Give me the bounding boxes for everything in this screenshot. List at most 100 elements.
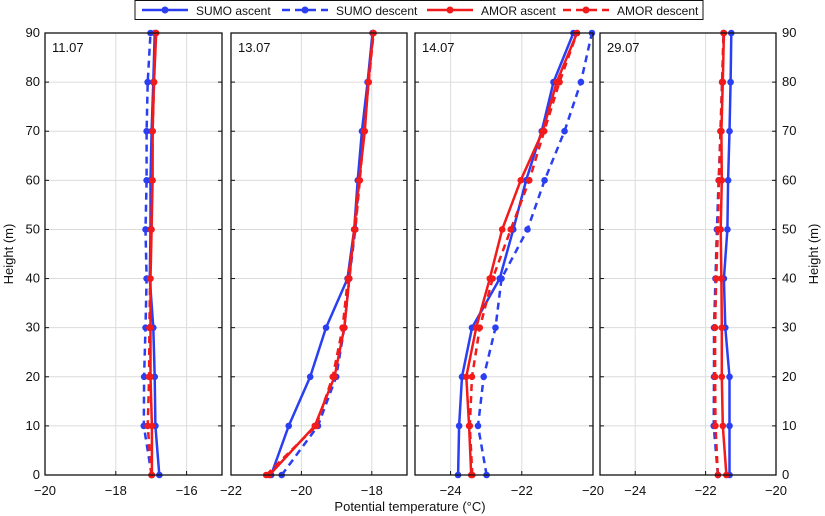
data-point xyxy=(711,324,719,331)
panel-date-label: 13.07 xyxy=(238,40,271,55)
data-point xyxy=(577,78,585,86)
data-point xyxy=(711,373,719,381)
data-point xyxy=(147,226,155,233)
data-point xyxy=(476,324,484,331)
legend-marker xyxy=(446,6,454,14)
series-line xyxy=(142,32,153,476)
legend-entry: AMOR descent xyxy=(563,4,699,18)
data-point xyxy=(718,324,726,331)
data-point xyxy=(726,373,733,381)
data-point xyxy=(146,275,154,282)
series-line xyxy=(476,32,594,476)
panel-29.07: −24 −22 −20 29.07 0 10 20 30 40 50 60 70 80 90 xyxy=(599,25,796,498)
series-sumo-ascent xyxy=(454,29,577,479)
legend-entry: SUMO ascent xyxy=(142,4,271,18)
y-tick-label: 80 xyxy=(782,74,796,89)
data-point xyxy=(507,226,515,233)
data-point xyxy=(712,275,720,282)
data-point xyxy=(339,324,346,331)
data-point xyxy=(474,422,482,430)
legend-entry: AMOR ascent xyxy=(427,4,556,18)
y-tick-label: 90 xyxy=(26,25,40,40)
data-point xyxy=(306,373,314,381)
data-point xyxy=(145,373,153,381)
data-point xyxy=(727,78,734,86)
legend-label: AMOR descent xyxy=(617,4,699,18)
legend: SUMO ascent SUMO descent AMOR ascent AMOR d… xyxy=(134,0,704,20)
legend-marker xyxy=(161,6,169,14)
x-tick-label: −22 xyxy=(220,483,242,498)
panel-11.07: −20 −18 −16 11.07 0 10 20 30 40 50 60 70 80 90 xyxy=(26,25,223,498)
series-sumo-descent xyxy=(278,29,377,479)
series-line xyxy=(456,32,575,476)
series-line xyxy=(465,32,579,476)
y-tick-label: 40 xyxy=(26,271,40,286)
data-point xyxy=(468,373,476,381)
data-point xyxy=(480,373,488,381)
data-point xyxy=(148,177,156,184)
data-point xyxy=(715,177,723,184)
x-tick-label: −16 xyxy=(176,483,198,498)
panel-frame xyxy=(414,32,594,476)
y-tick-label: 10 xyxy=(782,418,796,433)
y-tick-label: 10 xyxy=(26,418,40,433)
data-point xyxy=(351,226,359,233)
data-point xyxy=(312,422,320,430)
data-point xyxy=(144,78,151,86)
y-tick-label: 0 xyxy=(782,467,789,482)
data-point xyxy=(724,226,731,233)
data-point xyxy=(322,324,330,331)
data-point xyxy=(360,127,368,135)
series-amor-descent xyxy=(711,29,727,479)
legend-label: AMOR ascent xyxy=(481,4,556,18)
data-point xyxy=(150,78,158,86)
data-point xyxy=(717,127,724,135)
x-tick-label: −18 xyxy=(105,483,127,498)
y-tick-label: 30 xyxy=(26,320,40,335)
panel-frame xyxy=(599,32,777,476)
data-point xyxy=(285,422,293,430)
series-line xyxy=(468,32,579,476)
series-amor-descent xyxy=(262,29,377,479)
data-point xyxy=(143,127,150,135)
data-point xyxy=(365,78,372,86)
data-point xyxy=(329,373,337,381)
y-tick-label: 60 xyxy=(26,172,40,187)
y-tick-label: 20 xyxy=(782,369,796,384)
legend-entry: SUMO descent xyxy=(282,4,418,18)
data-point xyxy=(492,324,499,331)
data-point xyxy=(541,177,548,184)
data-point xyxy=(146,324,153,331)
panel-date-label: 29.07 xyxy=(607,40,640,55)
data-point xyxy=(344,275,352,282)
y-tick-label: 90 xyxy=(782,25,796,40)
y-tick-label: 20 xyxy=(26,369,40,384)
x-axis-label: Potential temperature (°C) xyxy=(334,499,485,514)
data-point xyxy=(540,127,548,135)
series-line xyxy=(146,32,158,476)
data-point xyxy=(462,373,470,381)
series-sumo-ascent xyxy=(720,29,735,479)
series-line xyxy=(722,32,733,475)
data-point xyxy=(726,127,733,135)
data-point xyxy=(466,422,474,430)
legend-marker xyxy=(301,6,309,14)
x-tick-label: −24 xyxy=(624,483,646,498)
x-tick-label: −20 xyxy=(290,483,312,498)
data-point xyxy=(724,177,732,184)
legend-marker xyxy=(582,6,590,14)
series-amor-ascent xyxy=(717,29,730,479)
data-point xyxy=(719,422,727,430)
data-point xyxy=(714,226,722,233)
data-point xyxy=(726,422,733,430)
data-point xyxy=(140,373,148,381)
x-tick-label: −20 xyxy=(34,483,56,498)
data-point xyxy=(712,422,719,430)
series-line xyxy=(265,32,375,476)
panel-14.07: −24 −22 −20 14.07 xyxy=(414,29,604,498)
panel-frame xyxy=(44,32,223,476)
data-point xyxy=(142,226,149,233)
legend-label: SUMO descent xyxy=(336,4,418,18)
y-axis-label-right: Height (m) xyxy=(806,224,821,285)
